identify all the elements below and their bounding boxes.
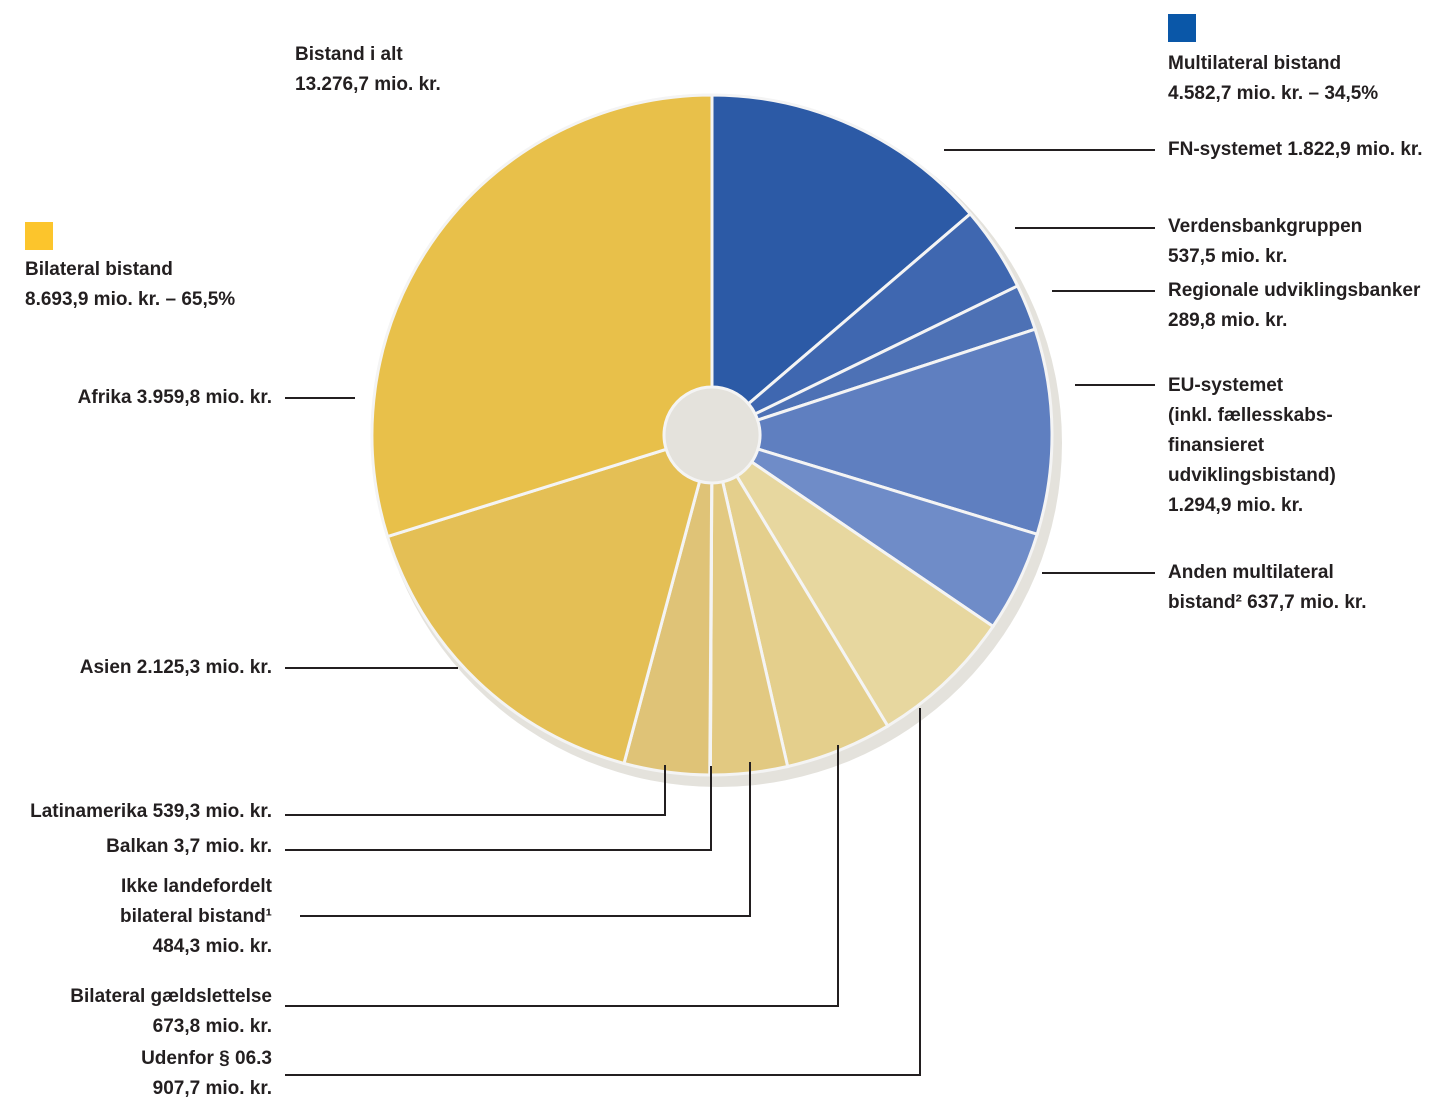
total-value: 13.276,7 mio. kr. bbox=[295, 74, 441, 95]
category-name: EU-systemet (inkl. fællesskabs- finansie… bbox=[1168, 375, 1336, 486]
segment bbox=[755, 327, 1054, 537]
value-label: 637,7 mio. kr. bbox=[1247, 592, 1367, 613]
segment bbox=[370, 93, 714, 539]
legend-swatch bbox=[25, 222, 53, 250]
leader-line bbox=[285, 708, 921, 1076]
segment-label: FN-systemet 1.822,9 mio. kr. bbox=[1168, 135, 1423, 165]
category-name: Regionale udviklingsbanker bbox=[1168, 280, 1421, 301]
segment-label: Bilateral gældslettelse 673,8 mio. kr. bbox=[70, 982, 272, 1042]
value-label: 1.822,9 mio. kr. bbox=[1287, 139, 1423, 160]
value-label: 3,7 mio. kr. bbox=[173, 836, 272, 857]
legend-swatch bbox=[1168, 14, 1196, 42]
segment-label: Latinamerika 539,3 mio. kr. bbox=[30, 797, 272, 827]
segment-label: EU-systemet (inkl. fællesskabs- finansie… bbox=[1168, 371, 1336, 521]
category-name: Latinamerika bbox=[30, 801, 148, 822]
category-name: Udenfor § 06.3 bbox=[141, 1048, 272, 1069]
segment-label: Afrika 3.959,8 mio. kr. bbox=[78, 383, 272, 413]
group-value: 8.693,9 mio. kr. – 65,5% bbox=[25, 289, 236, 310]
value-label: 1.294,9 mio. kr. bbox=[1168, 495, 1304, 516]
category-name: Verdensbankgruppen bbox=[1168, 216, 1363, 237]
total-name: Bistand i alt bbox=[295, 44, 403, 65]
value-label: 907,7 mio. kr. bbox=[152, 1078, 272, 1099]
segment bbox=[734, 459, 996, 729]
category-name: Balkan bbox=[106, 836, 169, 857]
value-label: 2.125,3 mio. kr. bbox=[136, 657, 272, 678]
category-name: Anden multilateral bistand² bbox=[1168, 562, 1334, 613]
category-name: Afrika bbox=[77, 387, 132, 408]
segment-label: Ikke landefordelt bilateral bistand¹ 484,… bbox=[120, 872, 272, 962]
segment-label: Regionale udviklingsbanker 289,8 mio. kr. bbox=[1168, 276, 1420, 336]
category-name: Bilateral gældslettelse bbox=[70, 986, 272, 1007]
leader-line bbox=[285, 745, 839, 1007]
segment bbox=[385, 447, 702, 766]
leader-line bbox=[285, 766, 712, 851]
group-name: Multilateral bistand bbox=[1168, 53, 1342, 74]
segment-label: Balkan 3,7 mio. kr. bbox=[106, 832, 272, 862]
segment-label: Asien 2.125,3 mio. kr. bbox=[80, 653, 272, 683]
segment-label: Udenfor § 06.3 907,7 mio. kr. bbox=[141, 1044, 272, 1102]
group-label: Multilateral bistand 4.582,7 mio. kr. – 3… bbox=[1168, 49, 1378, 109]
group-label: Bilateral bistand 8.693,9 mio. kr. – 65,5… bbox=[25, 255, 235, 315]
value-label: 539,3 mio. kr. bbox=[152, 801, 272, 822]
value-label: 673,8 mio. kr. bbox=[152, 1016, 272, 1037]
segment bbox=[710, 93, 973, 406]
category-name: FN-systemet bbox=[1168, 139, 1283, 160]
value-label: 484,3 mio. kr. bbox=[152, 936, 272, 957]
value-label: 537,5 mio. kr. bbox=[1168, 246, 1288, 267]
segment-label: Verdensbankgruppen 537,5 mio. kr. bbox=[1168, 212, 1362, 272]
category-name: Ikke landefordelt bilateral bistand¹ bbox=[119, 876, 272, 927]
group-name: Bilateral bistand bbox=[25, 259, 173, 280]
category-name: Asien bbox=[79, 657, 132, 678]
value-label: 3.959,8 mio. kr. bbox=[136, 387, 272, 408]
total-label: Bistand i alt 13.276,7 mio. kr. bbox=[295, 40, 441, 100]
segment-label: Anden multilateral bistand² 637,7 mio. k… bbox=[1168, 558, 1367, 618]
leader-line bbox=[285, 765, 666, 816]
leader-line bbox=[300, 762, 751, 917]
group-value: 4.582,7 mio. kr. – 34,5% bbox=[1168, 83, 1379, 104]
value-label: 289,8 mio. kr. bbox=[1168, 310, 1288, 331]
